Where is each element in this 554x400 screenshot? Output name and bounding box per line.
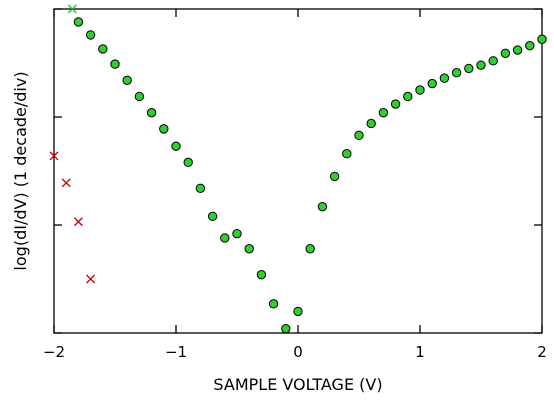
cross-marker [61, 178, 71, 188]
cross-marker [73, 217, 83, 227]
data-point [195, 183, 206, 193]
data-point [134, 91, 145, 102]
data-point [476, 60, 486, 70]
data-point [317, 201, 328, 212]
x-tick-label: −1 [165, 343, 187, 361]
data-point [464, 63, 474, 74]
y-axis-title: log(dI/dV) (1 decade/div) [11, 71, 30, 270]
data-point [305, 244, 315, 254]
data-point [171, 141, 181, 151]
data-points [49, 4, 547, 334]
data-point [488, 56, 498, 66]
data-point [98, 44, 108, 54]
x-tick-label: 2 [537, 343, 547, 361]
data-point [378, 107, 389, 118]
data-point [451, 68, 462, 78]
data-point [415, 85, 425, 95]
x-tick-label: 1 [415, 343, 425, 361]
axis-ticks: −2 −1 0 1 2 [43, 8, 547, 361]
data-point [512, 45, 523, 55]
x-axis-title: SAMPLE VOLTAGE (V) [213, 375, 382, 394]
data-point [293, 306, 303, 317]
data-point [537, 34, 547, 44]
data-point [122, 75, 132, 85]
data-point [207, 211, 218, 222]
data-point [85, 30, 96, 40]
data-point [220, 233, 230, 243]
data-point [110, 59, 120, 69]
data-point [354, 130, 364, 141]
plot-frame [53, 8, 543, 334]
data-point [281, 323, 291, 334]
data-point [329, 171, 340, 182]
data-point [439, 73, 450, 83]
data-point [256, 269, 267, 280]
cross-marker [67, 4, 77, 14]
data-point [268, 299, 279, 309]
data-point [500, 48, 511, 58]
data-point [427, 78, 437, 89]
data-point [73, 17, 84, 27]
data-point [232, 228, 242, 239]
data-point [366, 118, 376, 129]
data-point [159, 124, 169, 134]
data-point [183, 157, 193, 168]
x-tick-label: 0 [293, 343, 303, 361]
data-point [146, 107, 157, 118]
data-point [342, 149, 352, 159]
cross-marker [49, 151, 59, 161]
cross-marker [86, 274, 96, 284]
data-point [244, 244, 254, 254]
data-point [403, 91, 413, 102]
data-point [390, 99, 401, 109]
data-point [525, 41, 535, 51]
x-tick-label: −2 [43, 343, 65, 361]
